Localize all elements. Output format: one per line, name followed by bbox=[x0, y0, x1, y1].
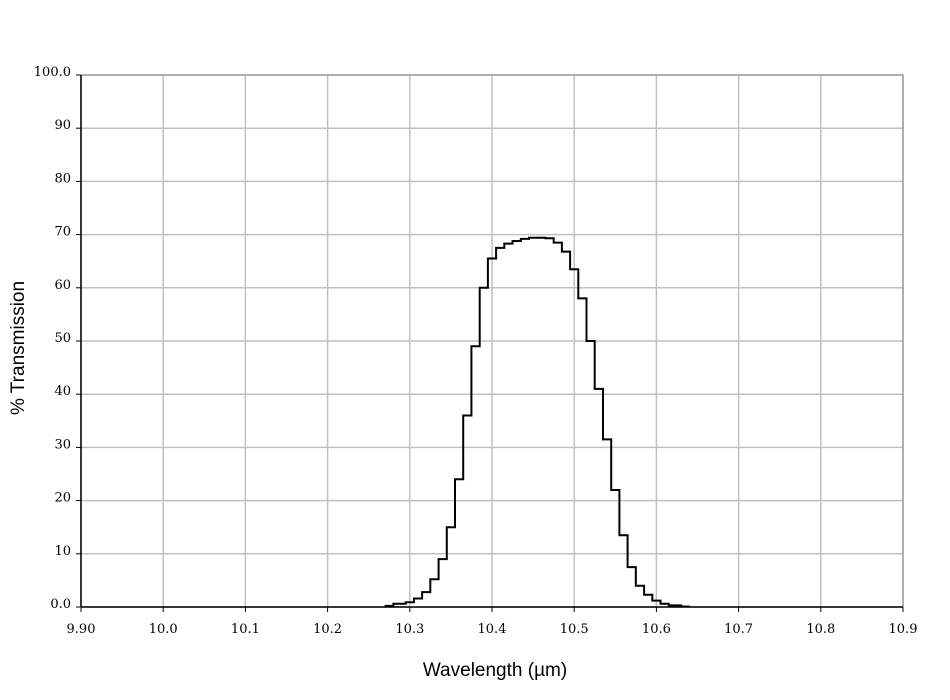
y-tick-label: 50 bbox=[54, 331, 71, 346]
data-point bbox=[532, 236, 534, 239]
data-point bbox=[606, 438, 608, 441]
data-point bbox=[622, 534, 625, 536]
y-axis-title: % Transmission bbox=[8, 281, 29, 415]
y-tick-label: 80 bbox=[54, 171, 71, 186]
data-point bbox=[458, 478, 460, 481]
x-tick-label: 10.1 bbox=[231, 622, 260, 637]
data-point bbox=[573, 268, 575, 270]
data-point bbox=[548, 237, 551, 240]
data-point bbox=[400, 603, 403, 605]
y-tick-label: 70 bbox=[54, 225, 71, 240]
series-line bbox=[385, 236, 690, 608]
x-tick-label: 10.8 bbox=[806, 622, 835, 637]
data-point bbox=[482, 287, 485, 289]
data-point bbox=[672, 604, 674, 607]
x-tick-label: 9.90 bbox=[67, 622, 96, 637]
y-tick-label: 30 bbox=[54, 437, 71, 452]
data-point bbox=[433, 578, 436, 581]
data-point bbox=[507, 242, 510, 245]
y-tick-label: 10 bbox=[54, 544, 71, 559]
data-point bbox=[565, 250, 567, 253]
grid bbox=[80, 74, 904, 608]
data-point bbox=[491, 257, 493, 260]
data-point bbox=[425, 591, 428, 593]
x-tick-label: 10.6 bbox=[642, 622, 671, 637]
data-point bbox=[540, 236, 543, 239]
y-tick-label: 60 bbox=[54, 278, 71, 293]
data-point bbox=[639, 584, 641, 587]
x-tick-label: 10.0 bbox=[149, 622, 178, 637]
y-tick-label: 0.0 bbox=[50, 597, 71, 612]
data-point bbox=[524, 238, 526, 240]
x-tick-label: 10.9 bbox=[889, 622, 918, 637]
data-point bbox=[655, 599, 658, 602]
y-axis-ticks: 0.0 10 20 30 40 50 60 70 80 90 100.0 bbox=[34, 65, 81, 612]
x-tick-label: 10.7 bbox=[724, 622, 753, 637]
x-tick-label: 10.2 bbox=[313, 622, 342, 637]
x-tick-label: 10.4 bbox=[478, 622, 507, 637]
data-point bbox=[515, 240, 518, 242]
data-point bbox=[589, 340, 592, 342]
x-axis-ticks: 9.90 10.0 10.1 10.2 10.3 10.4 10.5 10.6 10.7 10.8… bbox=[67, 607, 918, 637]
y-tick-label: 90 bbox=[54, 118, 71, 133]
y-tick-label: 100.0 bbox=[34, 65, 71, 80]
x-tick-label: 10.5 bbox=[560, 622, 589, 637]
data-point bbox=[647, 593, 649, 596]
x-tick-label: 10.3 bbox=[395, 622, 424, 637]
y-tick-label: 20 bbox=[54, 491, 71, 506]
data-point bbox=[556, 241, 559, 244]
data-point bbox=[450, 526, 452, 528]
x-axis-title: Wavelength (µm) bbox=[423, 660, 567, 681]
series-group bbox=[384, 236, 691, 608]
data-point bbox=[663, 603, 666, 605]
data-point bbox=[581, 297, 584, 300]
data-point bbox=[499, 247, 502, 249]
data-point bbox=[630, 566, 633, 568]
data-point bbox=[598, 388, 600, 390]
data-point bbox=[466, 414, 469, 417]
data-point bbox=[417, 597, 419, 600]
data-point bbox=[474, 345, 477, 348]
y-tick-label: 40 bbox=[54, 384, 71, 399]
data-point bbox=[409, 601, 411, 604]
data-point bbox=[614, 489, 617, 491]
data-point bbox=[441, 558, 444, 560]
